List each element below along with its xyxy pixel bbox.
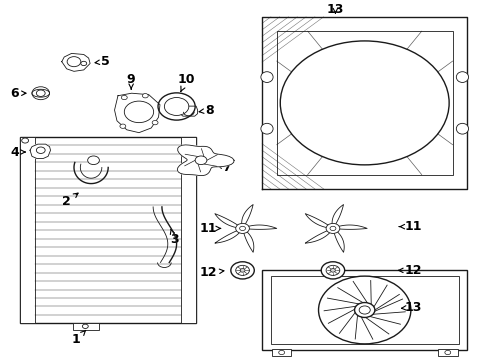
Circle shape <box>280 41 449 165</box>
Text: 2: 2 <box>62 193 78 208</box>
Circle shape <box>195 156 207 165</box>
Circle shape <box>81 61 87 66</box>
Polygon shape <box>215 213 243 228</box>
Circle shape <box>36 90 45 96</box>
Circle shape <box>143 94 148 98</box>
Text: 13: 13 <box>327 3 344 16</box>
Circle shape <box>236 265 249 275</box>
Text: 4: 4 <box>10 145 25 158</box>
Circle shape <box>124 101 154 123</box>
Circle shape <box>122 95 127 100</box>
Polygon shape <box>242 204 253 228</box>
Text: 13: 13 <box>401 301 422 314</box>
Circle shape <box>326 265 340 275</box>
Polygon shape <box>215 228 243 243</box>
Circle shape <box>88 156 99 165</box>
Circle shape <box>331 269 335 272</box>
Circle shape <box>236 224 249 233</box>
Circle shape <box>82 324 88 328</box>
Text: 5: 5 <box>95 55 110 68</box>
Circle shape <box>32 87 49 100</box>
Bar <box>438 349 458 356</box>
Polygon shape <box>243 225 277 229</box>
Polygon shape <box>243 228 254 252</box>
Text: 11: 11 <box>199 222 220 235</box>
Text: 9: 9 <box>127 73 135 89</box>
Bar <box>20 137 196 323</box>
Polygon shape <box>305 213 333 228</box>
Circle shape <box>152 121 158 125</box>
Circle shape <box>240 226 245 230</box>
Circle shape <box>67 57 81 67</box>
Polygon shape <box>177 145 234 176</box>
Circle shape <box>158 93 195 120</box>
Bar <box>271 276 459 344</box>
Text: 10: 10 <box>177 73 195 91</box>
Polygon shape <box>332 204 343 228</box>
Text: 11: 11 <box>399 220 422 233</box>
Circle shape <box>326 224 340 233</box>
Text: 12: 12 <box>199 266 224 279</box>
Circle shape <box>279 350 285 355</box>
Bar <box>262 270 467 350</box>
Circle shape <box>240 269 245 272</box>
Circle shape <box>36 147 45 153</box>
Ellipse shape <box>261 123 273 134</box>
Circle shape <box>164 98 189 116</box>
Bar <box>73 323 99 330</box>
Polygon shape <box>180 106 197 116</box>
Polygon shape <box>30 144 50 158</box>
Polygon shape <box>115 93 160 133</box>
Circle shape <box>231 262 254 279</box>
Circle shape <box>318 276 411 344</box>
Polygon shape <box>333 228 344 252</box>
Circle shape <box>445 350 451 355</box>
Ellipse shape <box>456 123 468 134</box>
Polygon shape <box>305 228 333 243</box>
Text: 1: 1 <box>72 330 86 346</box>
Text: 8: 8 <box>199 104 214 117</box>
Circle shape <box>330 226 336 230</box>
Text: 7: 7 <box>217 161 231 174</box>
Polygon shape <box>62 53 90 71</box>
Bar <box>20 137 35 323</box>
Circle shape <box>120 124 126 129</box>
Bar <box>272 349 292 356</box>
Text: 6: 6 <box>10 87 26 100</box>
Circle shape <box>321 262 344 279</box>
Text: 3: 3 <box>170 229 178 246</box>
Circle shape <box>22 138 28 143</box>
Ellipse shape <box>456 72 468 82</box>
Polygon shape <box>262 17 467 189</box>
Ellipse shape <box>261 72 273 82</box>
Circle shape <box>359 306 370 314</box>
Text: 12: 12 <box>398 264 422 277</box>
Bar <box>181 137 196 323</box>
Bar <box>277 31 453 175</box>
Polygon shape <box>333 225 367 229</box>
Circle shape <box>355 302 375 318</box>
